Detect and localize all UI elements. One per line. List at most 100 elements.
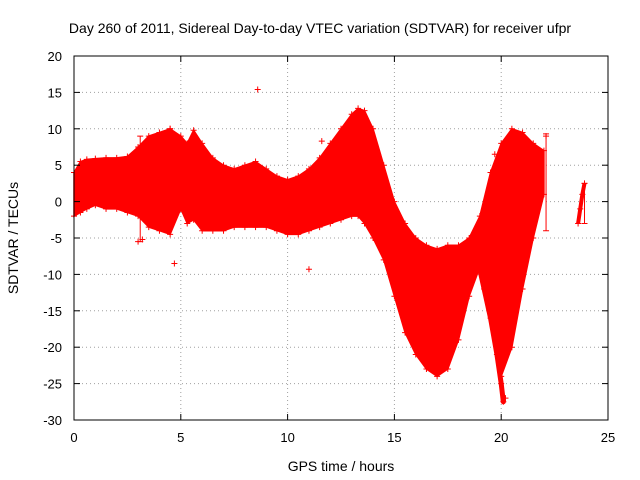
upper-envelope-point	[77, 158, 84, 165]
upper-envelope-point	[124, 153, 131, 160]
isolated-point	[305, 266, 312, 273]
lower-envelope-point	[252, 224, 259, 231]
y-tick-label: 20	[48, 49, 62, 64]
isolated-point	[318, 138, 325, 145]
lower-envelope-point	[444, 366, 451, 373]
lower-envelope-point	[423, 366, 430, 373]
x-tick-label: 5	[177, 430, 184, 445]
upper-envelope-point	[241, 162, 248, 169]
error-bar	[581, 182, 588, 224]
upper-envelope-point	[184, 140, 191, 147]
x-tick-label: 20	[494, 430, 508, 445]
isolated-point	[491, 151, 498, 158]
lower-envelope-point	[361, 220, 368, 227]
x-tick-label: 25	[601, 430, 615, 445]
upper-envelope-point	[423, 242, 430, 249]
lower-envelope-point	[370, 235, 377, 241]
isolated-point	[502, 395, 509, 402]
upper-envelope-point	[92, 155, 99, 162]
upper-envelope-point	[455, 242, 462, 249]
lower-envelope-point	[338, 216, 344, 223]
upper-envelope-point	[113, 154, 120, 161]
lower-envelope-point	[402, 329, 409, 336]
upper-envelope-point	[476, 213, 483, 220]
y-tick-label: -15	[43, 304, 62, 319]
upper-envelope-point	[295, 173, 302, 180]
lower-envelope-point	[124, 209, 131, 216]
upper-envelope-point	[444, 242, 451, 249]
upper-envelope-point	[177, 133, 184, 140]
upper-envelope-point	[145, 133, 152, 140]
x-tick-label: 15	[387, 430, 401, 445]
x-axis-title: GPS time / hours	[288, 458, 395, 474]
lower-envelope-point	[83, 205, 90, 212]
upper-envelope-point	[466, 235, 473, 241]
upper-envelope-point	[273, 173, 280, 180]
lower-envelope-point	[156, 227, 163, 234]
lower-envelope-point	[184, 220, 191, 227]
upper-envelope-point	[305, 165, 312, 172]
upper-envelope-point	[355, 105, 362, 112]
lower-envelope-point	[220, 227, 227, 234]
secondary-branch-point	[500, 398, 507, 405]
secondary-branch-point	[487, 315, 494, 322]
upper-envelope-point	[316, 154, 323, 161]
chart-title: Day 260 of 2011, Sidereal Day-to-day VTE…	[69, 20, 571, 36]
upper-envelope-point	[284, 176, 291, 183]
upper-envelope-point	[190, 127, 197, 134]
lower-envelope-point	[519, 285, 526, 292]
upper-envelope-point	[209, 154, 216, 161]
upper-envelope-point	[348, 111, 355, 118]
lower-envelope-point	[508, 344, 515, 351]
lower-envelope-point	[103, 205, 110, 212]
lower-envelope-point	[530, 235, 537, 241]
upper-envelope-point	[370, 125, 377, 132]
y-tick-label: -20	[43, 340, 62, 355]
upper-envelope-point	[380, 162, 387, 169]
lower-envelope-point	[305, 227, 312, 234]
upper-envelope-point	[530, 140, 537, 147]
late-segment-line	[576, 183, 587, 224]
lower-envelope-point	[348, 213, 355, 220]
error-bar	[137, 135, 144, 243]
late-segment-point	[577, 205, 584, 212]
lower-envelope-point	[295, 231, 302, 238]
data-layer	[71, 86, 588, 405]
lower-envelope-point	[209, 227, 216, 234]
upper-envelope-point	[391, 198, 398, 205]
lower-envelope-point	[145, 224, 152, 231]
upper-envelope-point	[434, 245, 441, 252]
upper-envelope-point	[220, 162, 227, 169]
lower-envelope-point	[391, 293, 398, 300]
y-tick-label: 5	[55, 158, 62, 173]
upper-envelope-point	[103, 154, 110, 161]
lower-envelope-point	[231, 224, 238, 231]
upper-envelope-point	[338, 125, 344, 132]
upper-envelope-point	[361, 107, 368, 114]
isolated-point	[171, 260, 178, 267]
lower-envelope-point	[177, 205, 184, 212]
y-tick-label: -10	[43, 267, 62, 282]
lower-envelope-point	[167, 231, 174, 238]
lower-envelope-point	[380, 256, 387, 263]
upper-envelope-point	[156, 129, 163, 136]
secondary-branch-point	[474, 256, 481, 263]
secondary-branch-point	[498, 380, 505, 387]
lower-envelope-point	[113, 205, 120, 212]
upper-envelope-point	[263, 165, 270, 172]
error-bar	[543, 133, 550, 232]
upper-envelope-point	[508, 125, 515, 132]
error-bar	[532, 150, 539, 210]
lower-envelope-point	[316, 224, 323, 231]
x-tick-label: 10	[280, 430, 294, 445]
upper-envelope-point	[402, 220, 409, 227]
lower-envelope-point	[455, 336, 462, 343]
upper-envelope-point	[252, 158, 259, 165]
upper-envelope-point	[231, 165, 238, 172]
lower-envelope-point	[92, 202, 99, 209]
lower-envelope-point	[284, 231, 291, 238]
y-tick-label: 0	[55, 195, 62, 210]
lower-envelope-point	[466, 293, 473, 300]
axis-ticks: 0 5 10 15 20 25 -30 -25 -20 -15 -10 -5 0 5 10 15 20	[43, 49, 615, 445]
